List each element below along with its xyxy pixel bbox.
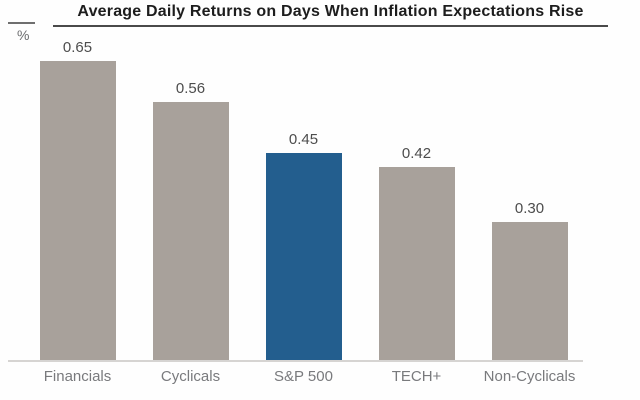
bar-group-sp500: 0.45: [247, 38, 360, 361]
x-axis-labels: Financials Cyclicals S&P 500 TECH+ Non-C…: [21, 368, 586, 385]
bar-group-financials: 0.65: [21, 38, 134, 361]
bar-value-label: 0.65: [62, 38, 93, 56]
bar-value-label: 0.56: [175, 80, 206, 98]
bar-financials: [39, 60, 116, 361]
bar-group-cyclicals: 0.56: [134, 38, 247, 361]
bar-value-label: 0.30: [514, 200, 545, 218]
bar-group-tech: 0.42: [360, 38, 473, 361]
x-axis-line: [8, 360, 583, 362]
bar-value-label: 0.45: [288, 131, 319, 149]
category-label-non-cyclicals: Non-Cyclicals: [483, 368, 576, 385]
category-label-tech: TECH+: [391, 368, 442, 385]
plot-area: 0.65 0.56 0.45 0.42 0.30: [21, 38, 586, 361]
bar-sp500-highlighted: [265, 153, 342, 361]
bar-group-non-cyclicals: 0.30: [473, 38, 586, 361]
category-label-sp500: S&P 500: [274, 368, 333, 385]
y-axis-unit-label: %: [17, 27, 30, 43]
bar-cyclicals: [152, 102, 229, 361]
bar-non-cyclicals: [491, 222, 568, 361]
y-axis-tick-segment: [8, 22, 35, 24]
chart-title: Average Daily Returns on Days When Infla…: [53, 2, 608, 27]
bar-tech: [378, 167, 455, 361]
category-label-cyclicals: Cyclicals: [160, 368, 221, 385]
bar-value-label: 0.42: [401, 145, 432, 162]
category-label-financials: Financials: [43, 368, 112, 385]
